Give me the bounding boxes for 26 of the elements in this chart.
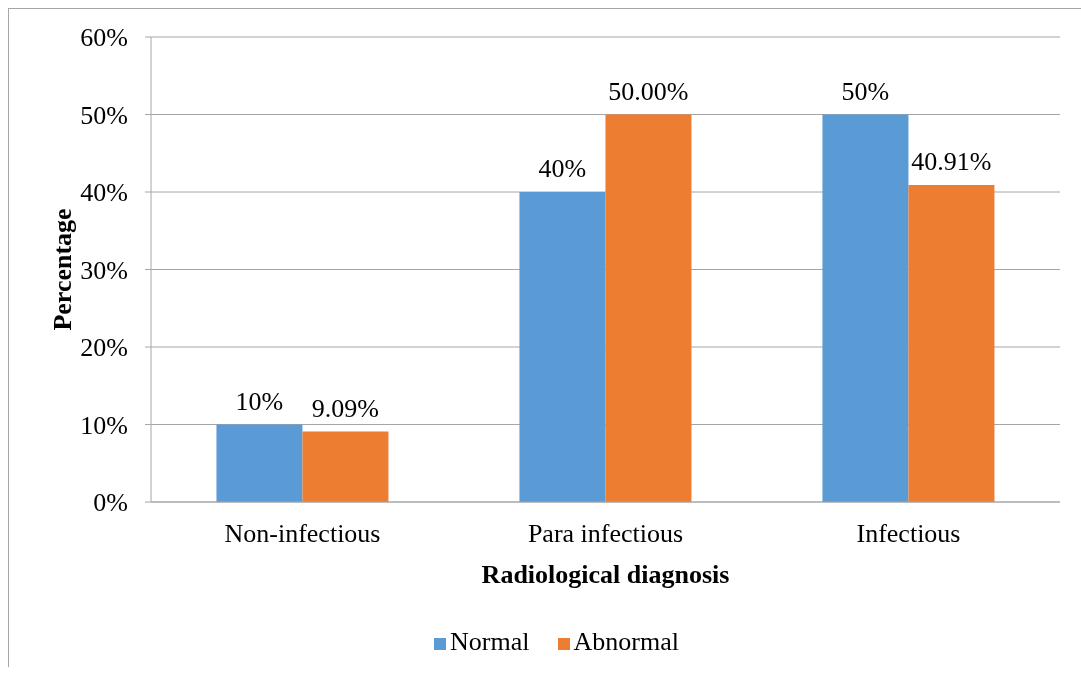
bar <box>605 114 692 502</box>
x-tick-label: Non-infectious <box>224 519 381 549</box>
bar <box>908 184 995 502</box>
y-tick-label: 60% <box>80 23 128 53</box>
data-label: 50.00% <box>608 76 689 106</box>
legend-label: Abnormal <box>573 627 679 656</box>
legend-label: Normal <box>450 627 530 656</box>
y-tick-label: 30% <box>80 255 128 285</box>
x-tick-label: Para infectious <box>527 519 684 549</box>
x-tick-label: Infectious <box>856 519 961 549</box>
y-tick-label: 10% <box>80 410 128 440</box>
data-label: 9.09% <box>311 393 380 423</box>
bar <box>216 424 303 502</box>
data-label: 40.91% <box>911 146 992 176</box>
y-tick-label: 20% <box>80 333 128 363</box>
bar <box>302 431 389 502</box>
data-label: 50% <box>841 76 890 106</box>
bar <box>519 192 606 502</box>
x-axis-title: Radiological diagnosis <box>481 560 730 589</box>
y-tick-label: 0% <box>93 488 128 518</box>
bar <box>822 114 909 502</box>
y-tick-label: 40% <box>80 178 128 208</box>
y-tick-label: 50% <box>80 100 128 130</box>
data-label: 10% <box>235 386 284 416</box>
data-label: 40% <box>538 154 587 183</box>
y-axis-title: Percentage <box>47 208 77 331</box>
